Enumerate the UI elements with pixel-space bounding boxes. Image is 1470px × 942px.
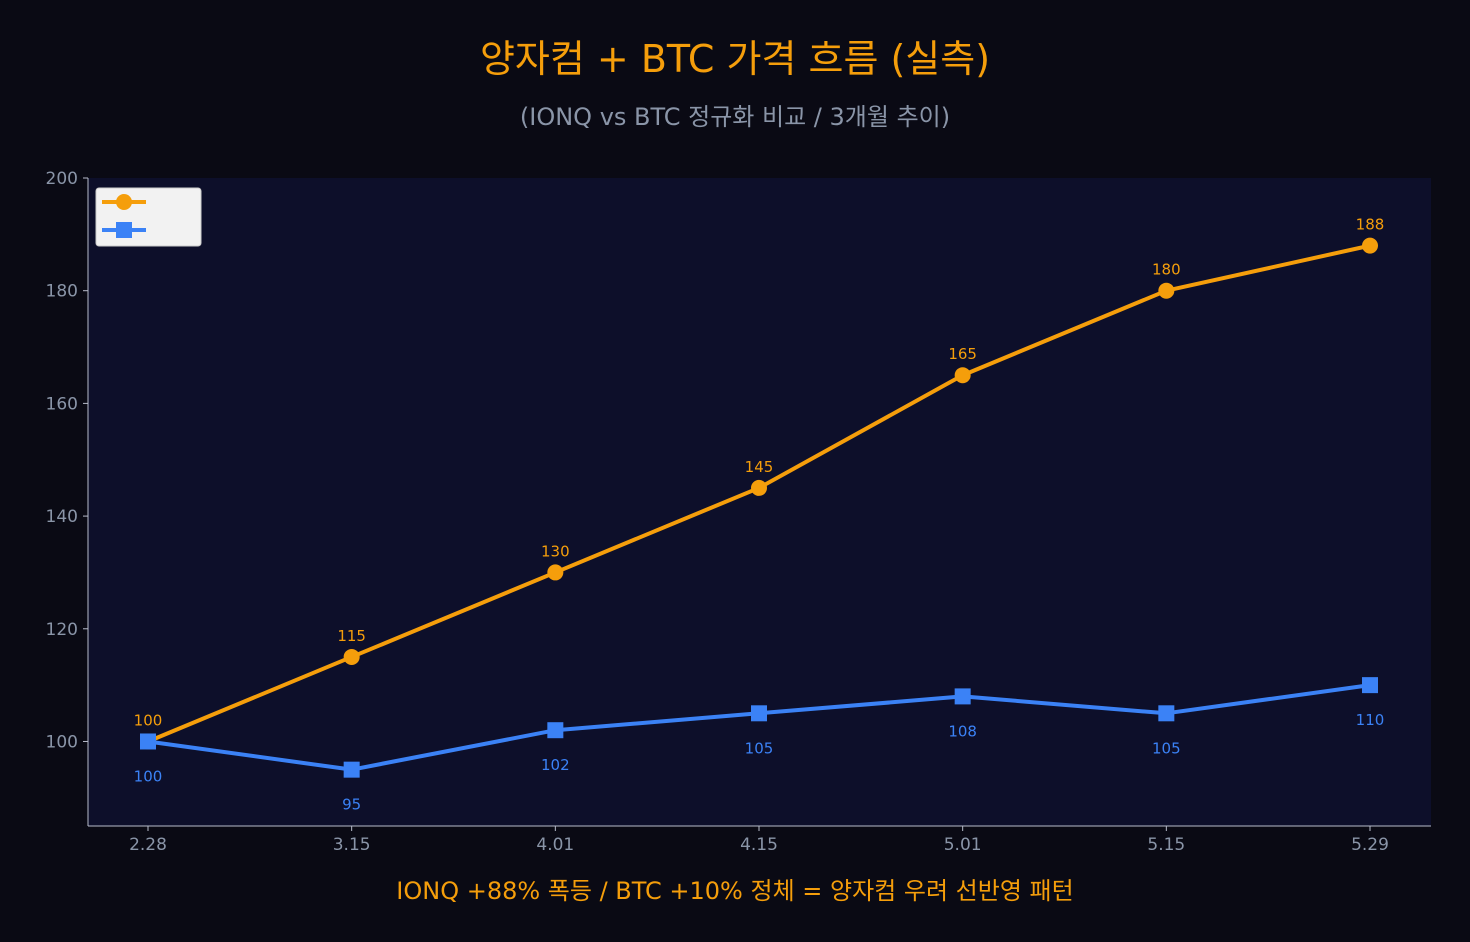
data-point xyxy=(954,688,971,705)
data-label: 110 xyxy=(1356,711,1385,729)
y-tick-label: 100 xyxy=(46,732,78,752)
data-label: 95 xyxy=(342,796,361,814)
data-label: 100 xyxy=(134,767,163,785)
legend xyxy=(95,187,202,247)
axes: 100 120 140 160 180 200 2.28 3.15 4.01 4.15 5.01 5.… xyxy=(46,169,1431,855)
x-tick-label: 5.01 xyxy=(944,835,982,855)
data-label: 100 xyxy=(134,711,163,729)
data-point xyxy=(140,733,156,750)
data-label: 180 xyxy=(1152,261,1181,279)
data-point xyxy=(751,479,767,496)
legend-box xyxy=(95,187,202,247)
y-tick-label: 180 xyxy=(46,282,78,302)
x-tick-label: 4.15 xyxy=(740,835,778,855)
x-tick-label: 3.15 xyxy=(333,835,371,855)
data-point xyxy=(954,367,971,384)
y-tick-label: 120 xyxy=(46,620,78,640)
series-markers xyxy=(140,237,1378,778)
data-label: 105 xyxy=(745,739,774,757)
data-labels: 100 115 130 145 165 180 188 100 95 102 105 108 105 11… xyxy=(134,216,1385,814)
x-tick-label: 2.28 xyxy=(129,835,167,855)
data-label: 130 xyxy=(541,542,570,560)
data-point xyxy=(343,761,360,778)
data-label: 102 xyxy=(541,756,570,774)
chart-subtitle: (IONQ vs BTC 정규화 비교 / 3개월 추이) xyxy=(519,103,951,131)
data-point xyxy=(1158,705,1175,722)
data-point xyxy=(343,648,360,665)
x-tick-label: 5.15 xyxy=(1147,835,1185,855)
x-tick-label: 4.01 xyxy=(536,835,574,855)
data-label: 188 xyxy=(1356,216,1385,234)
y-tick-label: 160 xyxy=(46,394,78,414)
data-label: 108 xyxy=(948,722,977,740)
legend-swatch-marker xyxy=(116,194,132,210)
legend-swatch-marker xyxy=(116,222,132,238)
data-label: 105 xyxy=(1152,739,1181,757)
data-label: 115 xyxy=(337,627,366,645)
data-label: 145 xyxy=(745,458,774,476)
data-point xyxy=(751,705,767,722)
chart-caption: IONQ +88% 폭등 / BTC +10% 정체 = 양자컴 우려 선반영 … xyxy=(396,877,1074,905)
y-tick-label: 200 xyxy=(46,169,78,189)
data-point xyxy=(547,722,564,739)
data-point xyxy=(547,564,564,581)
data-point xyxy=(1158,282,1175,299)
data-label: 165 xyxy=(948,345,977,363)
data-point xyxy=(1362,237,1378,254)
chart-title: 양자컴 + BTC 가격 흐름 (실측) xyxy=(479,37,991,81)
y-tick-label: 140 xyxy=(46,507,78,527)
data-point xyxy=(1362,677,1378,694)
x-tick-label: 5.29 xyxy=(1351,835,1389,855)
